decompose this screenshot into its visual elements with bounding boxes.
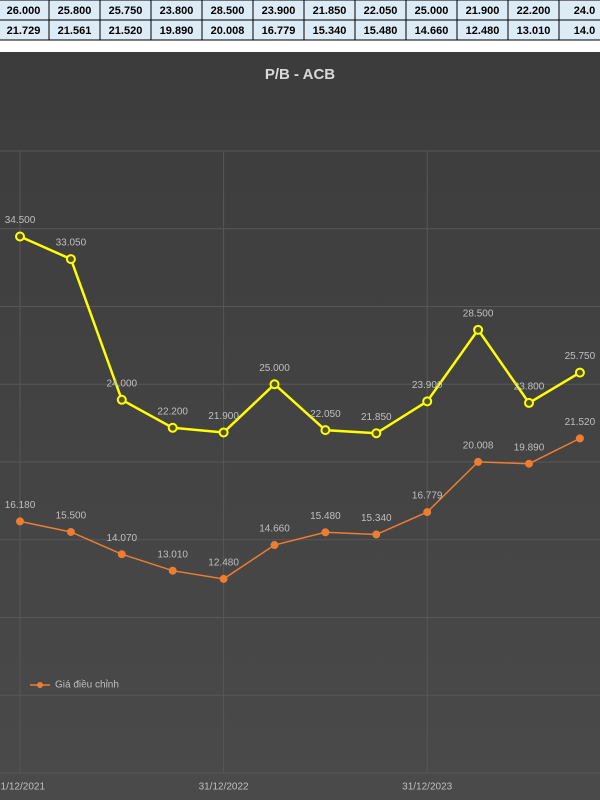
data-label: 14.660 <box>259 524 290 535</box>
data-label: 16.779 <box>412 491 443 502</box>
cell-text: 21.520 <box>109 25 143 37</box>
data-label: 34.500 <box>5 215 36 226</box>
data-label: 22.050 <box>310 409 341 420</box>
cell-text: 22.050 <box>364 5 398 17</box>
legend-marker <box>37 682 43 688</box>
data-label: 24.000 <box>107 378 138 389</box>
cell-text: 24.0 <box>574 5 595 17</box>
cell-text: 12.480 <box>466 25 500 37</box>
cell-text: 15.340 <box>313 25 347 37</box>
data-label: 21.900 <box>208 411 239 422</box>
data-label: 25.750 <box>565 351 596 362</box>
cell-text: 21.561 <box>58 25 92 37</box>
legend-label: Giá điều chỉnh <box>55 679 119 691</box>
point <box>574 367 585 378</box>
cell-text: 21.900 <box>466 5 500 17</box>
data-label: 15.340 <box>361 513 392 524</box>
data-label: 28.500 <box>463 308 494 319</box>
point <box>15 231 25 242</box>
data-label: 21.850 <box>361 412 392 423</box>
point <box>117 550 126 559</box>
point <box>473 324 484 335</box>
point <box>524 397 534 408</box>
data-label: 15.500 <box>56 511 87 522</box>
cell-text: 20.008 <box>211 25 245 37</box>
series-line <box>19 437 581 580</box>
point <box>321 528 330 537</box>
x-tick-label: 31/12/2022 <box>199 782 249 793</box>
point <box>372 530 381 539</box>
cell-text: 14.0 <box>574 25 595 37</box>
data-label: 23.800 <box>514 382 545 393</box>
table-cell <box>558 19 600 41</box>
cell-text: 25.750 <box>109 5 143 17</box>
point <box>66 527 75 536</box>
cell-text: 21.729 <box>7 25 41 37</box>
data-label: 16.180 <box>5 500 36 511</box>
data-label: 33.050 <box>56 238 87 249</box>
data-label: 25.000 <box>259 363 290 374</box>
point <box>167 422 178 433</box>
cell-text: 23.800 <box>160 5 194 17</box>
point <box>16 517 24 526</box>
chart-title: P/B - ACB <box>265 66 335 83</box>
data-label: 23.900 <box>412 380 443 391</box>
data-label: 20.008 <box>463 441 494 452</box>
point <box>219 574 228 583</box>
data-label: 13.010 <box>157 549 188 560</box>
cell-text: 14.660 <box>415 25 449 37</box>
cell-text: 26.000 <box>7 5 41 17</box>
point <box>474 457 483 466</box>
cell-text: 28.500 <box>211 5 245 17</box>
cell-text: 22.200 <box>517 5 551 17</box>
point <box>218 427 229 438</box>
point <box>168 566 177 575</box>
data-label: 12.480 <box>208 558 239 569</box>
cell-text: 19.890 <box>160 25 194 37</box>
data-label: 21.520 <box>565 417 596 428</box>
point <box>371 428 382 439</box>
point <box>575 434 584 443</box>
point <box>320 425 331 436</box>
point <box>116 394 127 405</box>
point <box>525 459 533 468</box>
data-label: 19.890 <box>514 442 545 453</box>
chart-bg <box>0 52 600 800</box>
cell-text: 21.850 <box>313 5 347 17</box>
cell-text: 25.000 <box>415 5 449 17</box>
x-tick-label: 31/12/2023 <box>402 782 452 793</box>
cell-text: 23.900 <box>262 5 296 17</box>
cell-text: 25.800 <box>58 5 92 17</box>
cell-text: 13.010 <box>517 25 551 37</box>
data-label: 15.480 <box>310 511 341 522</box>
point <box>65 254 76 265</box>
series-line <box>19 235 581 435</box>
point <box>423 508 432 517</box>
x-tick-label: 31/12/2021 <box>0 782 45 793</box>
point <box>269 379 280 390</box>
cell-text: 15.480 <box>364 25 398 37</box>
data-label: 14.070 <box>107 533 138 544</box>
data-label: 22.200 <box>157 406 188 417</box>
point <box>270 541 279 550</box>
cell-text: 16.779 <box>262 25 296 37</box>
point <box>422 396 433 407</box>
